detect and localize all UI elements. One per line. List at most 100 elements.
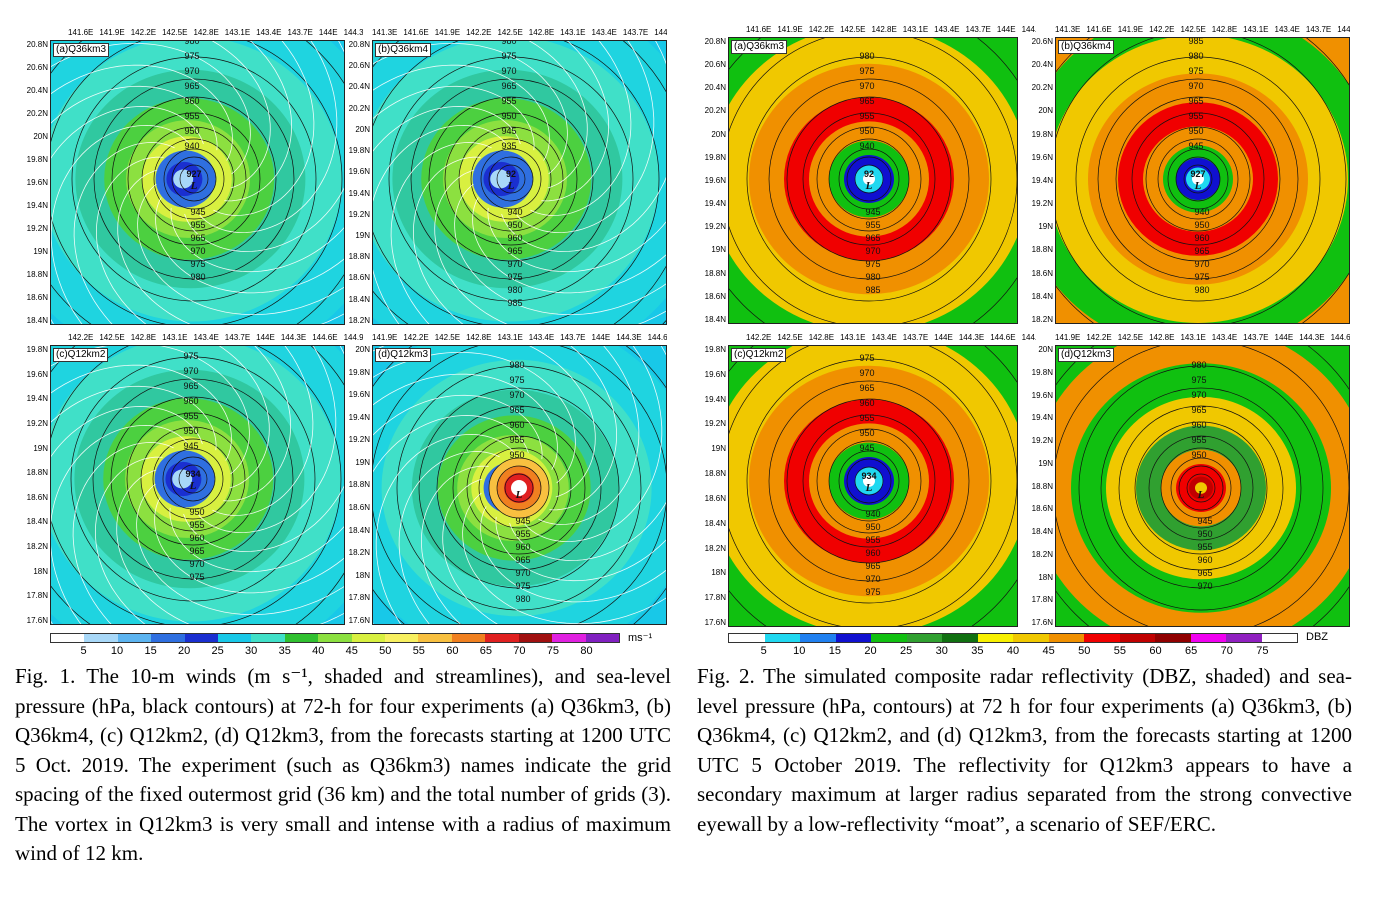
lat-tick: 18.4N: [704, 518, 726, 528]
colorbar-swatch: [117, 634, 152, 642]
lat-tick: 20N: [355, 345, 370, 354]
contour-label: 960: [1194, 233, 1209, 243]
contour-label: 960: [865, 548, 880, 558]
lat-tick: 19.6N: [1031, 390, 1053, 400]
latitude-ticks: 20.6N 20.4N 20.2N 20N 19.8N 19.6N 19.4N 19.2N 19…: [1023, 37, 1053, 324]
contour-label: 970: [1197, 581, 1212, 591]
lon-tick: 143.4E: [256, 28, 282, 37]
contour-label: 960: [507, 233, 522, 243]
contour-label: 955: [190, 220, 205, 230]
contour-label: 970: [509, 390, 524, 400]
colorbar-tick: 50: [379, 645, 392, 657]
streamline: [516, 41, 655, 234]
contour-label: 975: [865, 587, 880, 597]
lat-tick: 18.2N: [348, 315, 370, 325]
lat-tick: 18.8N: [704, 469, 726, 479]
lat-tick: 19.6N: [26, 369, 48, 379]
streamline: [116, 469, 344, 624]
pressure-contour: [126, 412, 260, 546]
pressure-contour: [373, 41, 660, 324]
longitude-ticks: 142.2E 142.5E 142.8E 143.1E 143.4E 143.7E 144E…: [746, 332, 1036, 344]
streamline: [51, 406, 203, 624]
lon-tick: 143.4E: [934, 25, 960, 34]
contour-label: 960: [515, 542, 530, 552]
pressure-contour: [768, 78, 970, 280]
colorbar-swatch: [1226, 634, 1262, 642]
lon-tick: 143.7E: [224, 333, 251, 342]
colorbar-tick: 55: [1113, 645, 1126, 657]
center-pressure: 927: [186, 169, 201, 179]
colorbar-swatch: [1119, 634, 1155, 642]
pressure-contour: [1186, 473, 1216, 503]
lat-tick: 19.4N: [348, 412, 370, 422]
contour-label: 975: [865, 259, 880, 269]
fig2-panel-2: 975 970 965 960 955 950 945 940 950 955 960 965 970 9…: [728, 345, 1018, 627]
lat-tick: 20.2N: [348, 103, 370, 113]
streamline: [373, 373, 558, 470]
contour-label: 975: [1191, 375, 1206, 385]
streamline: [183, 346, 344, 552]
lon-tick: 144.6E: [1330, 333, 1350, 342]
contour-label: 950: [189, 507, 204, 517]
contour-label: 980: [1191, 360, 1206, 370]
lon-tick: 144.3E: [1299, 333, 1325, 342]
lat-tick: 17.6N: [348, 615, 370, 625]
contour-label: 940: [184, 141, 199, 151]
contour-label: 970: [189, 559, 204, 569]
lat-tick: 19.8N: [26, 155, 48, 164]
lon-tick: 141.6E: [746, 25, 772, 34]
lat-tick: 20.2N: [26, 109, 48, 118]
streamline: [501, 41, 666, 252]
lat-tick: 18.2N: [1031, 549, 1053, 559]
pressure-contour: [93, 78, 295, 280]
streamline: [170, 207, 344, 273]
lat-tick: 19.6N: [26, 178, 48, 187]
colorbar-tick: 5: [80, 645, 87, 657]
contour-label: 970: [184, 66, 199, 76]
pressure-contour: [127, 112, 261, 246]
colorbar-tick: 10: [110, 645, 124, 657]
lon-tick: 143.1E: [560, 28, 586, 37]
lon-tick: 144E: [996, 25, 1016, 34]
lat-tick: 20N: [33, 132, 48, 141]
colorbar-swatch: [764, 634, 800, 642]
fig2-colorbar-ticks: 5 10 15 20 25 30 35 40 45 50 55 60 65 70 75: [728, 645, 1298, 659]
pressure-contour: [480, 148, 542, 210]
reflectivity-shade: [1192, 173, 1204, 185]
lon-tick: 141.9E: [777, 25, 803, 34]
contour-label: 940: [859, 141, 874, 151]
contour-label: 955: [183, 411, 198, 421]
latitude-ticks: 20.8N 20.6N 20.4N 20.2N 20N 19.8N 19.6N 19.4N 19…: [18, 40, 48, 325]
pressure-contour: [816, 428, 922, 534]
lon-tick: 144.3E: [280, 333, 307, 342]
colorbar-swatch: [729, 634, 765, 642]
lat-tick: 17.6N: [704, 617, 726, 627]
lon-tick: 144.3E: [1021, 25, 1036, 34]
lat-tick: 20N: [1038, 106, 1053, 116]
streamline: [212, 346, 314, 516]
lat-tick: 20N: [355, 124, 370, 134]
pressure-contour: [488, 457, 550, 519]
fig1-panel-1: 980 975 970 965 955 950 945 935 940 950 960 965 970 9…: [372, 40, 667, 325]
colorbar-tick: 45: [1042, 645, 1055, 657]
colorbar-tick: 65: [1185, 645, 1198, 657]
colorbar-tick: 75: [1256, 645, 1269, 657]
pressure-contour: [786, 96, 952, 262]
pressure-contour: [178, 464, 208, 494]
lat-tick: 19.6N: [348, 167, 370, 177]
lon-tick: 143.7E: [622, 28, 649, 37]
pressure-contour: [838, 148, 900, 210]
pressure-contour: [828, 440, 910, 522]
lon-tick: 141.6E: [68, 28, 94, 37]
lat-tick: 17.8N: [704, 593, 726, 603]
contour-label: 945: [183, 441, 198, 451]
lon-tick: 141.6E: [403, 28, 429, 37]
streamline: [213, 41, 315, 216]
streamline: [51, 85, 218, 151]
center-pressure: 92: [864, 169, 874, 179]
pressure-contour: [838, 450, 900, 512]
streamline: [218, 346, 270, 489]
streamline: [549, 346, 618, 511]
lat-tick: 18.8N: [26, 468, 48, 478]
lat-tick: 19N: [355, 457, 370, 467]
